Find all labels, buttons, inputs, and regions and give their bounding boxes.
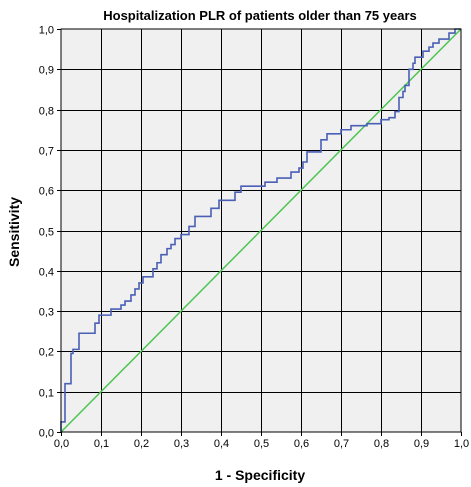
series-layer — [60, 28, 462, 433]
y-tick-label: 0,9 — [39, 65, 54, 77]
y-tick-label: 0,0 — [39, 428, 54, 440]
x-tick-label: 0,5 — [254, 438, 269, 450]
y-tick-label: 0,3 — [39, 307, 54, 319]
y-tick-label: 0,1 — [39, 388, 54, 400]
y-tick-label: 1,0 — [39, 25, 54, 37]
y-tick-label: 0,6 — [39, 186, 54, 198]
x-tick-label: 0,0 — [54, 438, 69, 450]
y-tick-label: 0,4 — [39, 267, 54, 279]
x-tick-label: 0,9 — [414, 438, 429, 450]
x-axis-label: 1 - Specificity — [215, 467, 305, 483]
x-tick-label: 0,1 — [94, 438, 109, 450]
plot-border — [60, 28, 462, 433]
reference-line — [60, 28, 462, 433]
x-tick-label: 0,2 — [134, 438, 149, 450]
y-tick-label: 0,7 — [39, 146, 54, 158]
y-tick-label: 0,5 — [39, 227, 54, 239]
x-tick-label: 0,3 — [174, 438, 189, 450]
y-tick-label: 0,2 — [39, 347, 54, 359]
y-tick-label: 0,8 — [39, 106, 54, 118]
x-tick-label: 0,6 — [294, 438, 309, 450]
x-tick-label: 0,4 — [214, 438, 229, 450]
roc-curve — [60, 28, 461, 432]
y-axis-label: Sensitivity — [6, 197, 22, 267]
x-tick-label: 0,7 — [334, 438, 349, 450]
axis-ticks: 0,0 0,1 0,2 0,3 0,4 0,5 0,6 0,7 0,8 0,9 1,0 0,0 0,1 0… — [39, 25, 469, 451]
x-tick-label: 1,0 — [454, 438, 469, 450]
chart-title: Hospitalization PLR of patients older th… — [103, 8, 417, 23]
x-tick-label: 0,8 — [374, 438, 389, 450]
grid-lines — [61, 29, 461, 432]
